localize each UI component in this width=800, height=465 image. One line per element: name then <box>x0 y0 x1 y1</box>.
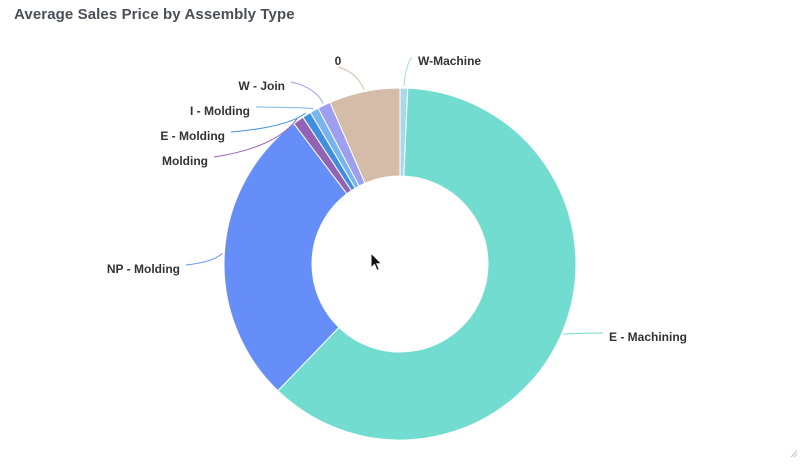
label-e-molding: E - Molding <box>160 129 225 143</box>
connector-i-molding <box>255 106 314 110</box>
connector-np-molding <box>185 253 223 266</box>
connector-w-machine <box>403 56 413 87</box>
label-e-machining: E - Machining <box>609 330 687 344</box>
slices-group <box>223 87 577 441</box>
resize-handle-icon[interactable] <box>788 445 798 463</box>
connector-e-molding <box>230 112 306 133</box>
slice-e-machining[interactable] <box>277 87 577 441</box>
slice-np-molding[interactable] <box>223 122 348 392</box>
label-0: 0 <box>335 54 342 68</box>
label-w-join: W - Join <box>238 79 285 93</box>
label-np-molding: NP - Molding <box>107 262 180 276</box>
label-molding: Molding <box>162 154 208 168</box>
connector-molding <box>213 118 298 158</box>
connector-lines <box>185 56 604 335</box>
connector-e-machining <box>563 332 604 335</box>
label-w-machine: W-Machine <box>418 54 481 68</box>
chart-title: Average Sales Price by Assembly Type <box>14 6 295 23</box>
slice-0[interactable] <box>329 87 401 184</box>
connector-0 <box>337 66 365 90</box>
slice-labels: W-Machine E - Machining NP - Molding Moldin… <box>107 54 687 344</box>
connector-w-join <box>290 81 324 104</box>
mouse-pointer-icon <box>370 251 384 277</box>
label-i-molding: I - Molding <box>190 104 250 118</box>
